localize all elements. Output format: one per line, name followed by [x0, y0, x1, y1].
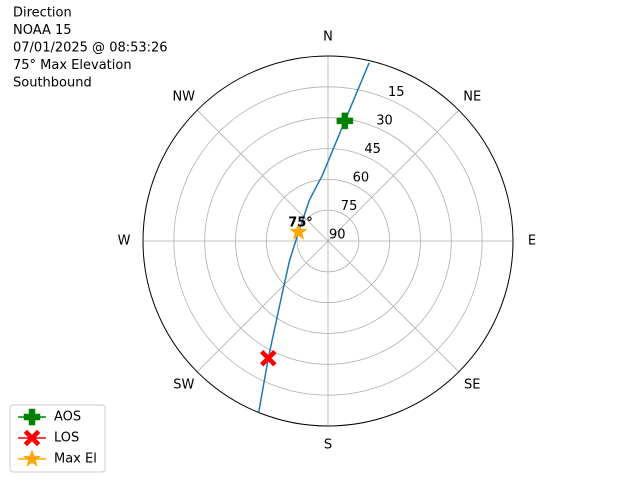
theta-tick-label: NW	[172, 89, 195, 104]
theta-tick-label: N	[323, 30, 333, 45]
theta-tick-label: SW	[173, 378, 194, 393]
legend-label: AOS	[54, 410, 81, 425]
grid-spoke	[327, 109, 460, 242]
legend-marker	[23, 408, 41, 426]
theta-tick-label: E	[528, 234, 536, 249]
title-line: 75° Max Elevation	[13, 58, 132, 73]
title-line: Direction	[13, 6, 72, 21]
grid-spoke	[196, 109, 329, 242]
marker	[336, 112, 354, 130]
theta-tick-label: SE	[464, 378, 480, 393]
theta-tick-label: S	[324, 438, 332, 453]
polar-frame	[142, 55, 514, 427]
legend-marker	[22, 449, 42, 467]
r-tick-label: 90	[329, 228, 346, 243]
marker	[289, 222, 308, 240]
annotation: 75°	[288, 215, 313, 230]
r-tick-label: 45	[364, 142, 381, 157]
legend-label: LOS	[54, 431, 79, 446]
title-line: Southbound	[13, 76, 92, 91]
r-tick-label: 30	[376, 114, 393, 129]
marker	[259, 349, 277, 367]
grid-spoke	[327, 240, 460, 373]
theta-tick-label: W	[118, 234, 131, 249]
title-line: NOAA 15	[13, 23, 72, 38]
r-tick-label: 15	[388, 85, 405, 100]
legend-marker	[23, 429, 41, 447]
theta-tick-label: NE	[463, 89, 481, 104]
grid-spoke	[196, 240, 329, 373]
title-line: 07/01/2025 @ 08:53:26	[13, 41, 168, 56]
r-tick-label: 60	[353, 171, 370, 186]
r-tick-label: 75	[341, 199, 358, 214]
legend-label: Max El	[54, 452, 97, 467]
